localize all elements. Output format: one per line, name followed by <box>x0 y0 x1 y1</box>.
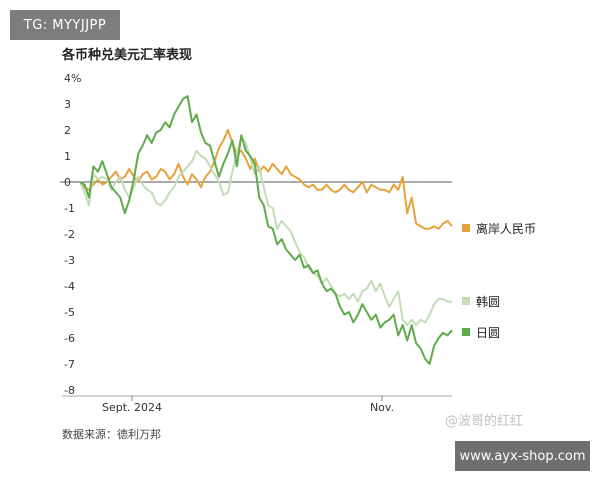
legend-swatch <box>462 224 470 232</box>
watermark-middle: @波哥的红红 <box>445 414 524 429</box>
series-line-1 <box>79 136 452 326</box>
x-tick-label: Nov. <box>370 401 394 414</box>
y-tick-label: -3 <box>64 254 75 267</box>
y-tick-label: -2 <box>64 228 75 241</box>
y-tick-label: -8 <box>64 384 75 397</box>
y-tick-label: 1 <box>64 150 71 163</box>
y-tick-label: -7 <box>64 358 75 371</box>
y-tick-label: -5 <box>64 306 75 319</box>
series-lines <box>79 95 453 365</box>
y-tick-label: 2 <box>64 124 71 137</box>
y-tick-label: 4% <box>64 72 81 85</box>
legend-label: 离岸人民币 <box>476 221 536 236</box>
series-line-2 <box>79 95 453 365</box>
legend-label: 日圆 <box>476 326 500 340</box>
chart-title: 各币种兑美元汇率表现 <box>62 48 193 63</box>
watermark-top: TG: MYYJJPP <box>10 10 120 40</box>
y-tick-label: 3 <box>64 98 71 111</box>
y-tick-label: -6 <box>64 332 75 345</box>
y-axis-ticks: 4%3210-1-2-3-4-5-6-7-8 <box>64 72 81 397</box>
y-tick-label: -4 <box>64 280 75 293</box>
legend-swatch <box>462 297 470 305</box>
watermark-bottom: www.ayx-shop.com <box>455 441 590 471</box>
legend-label: 韩圆 <box>476 294 500 309</box>
legend-swatch <box>462 328 470 336</box>
data-source-note: 数据来源：德利万邦 <box>62 428 161 441</box>
x-axis-ticks: Sept. 2024 Nov. <box>102 396 394 414</box>
x-tick-label: Sept. 2024 <box>102 401 162 414</box>
series-line-0 <box>79 129 453 230</box>
y-tick-label: -1 <box>64 202 75 215</box>
